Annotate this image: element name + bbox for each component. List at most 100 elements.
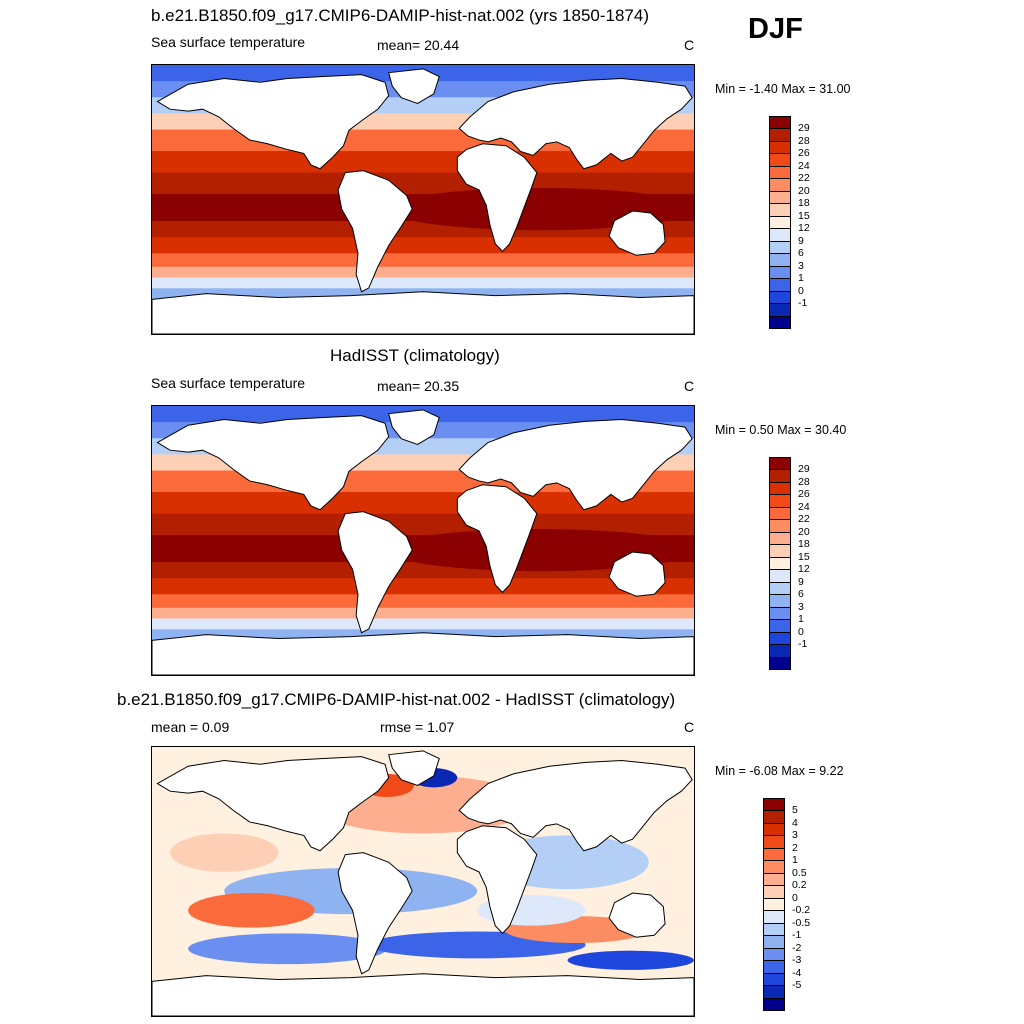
colorbar-swatch: [770, 632, 790, 646]
panel-3-mean-label: mean = 0.09: [151, 719, 230, 735]
colorbar-tick-label: 29: [798, 122, 810, 135]
colorbar-tick-label: 15: [798, 209, 810, 222]
colorbar-swatch: [764, 948, 784, 962]
colorbar-swatch: [764, 873, 784, 887]
panel-3-units-label: C: [684, 719, 695, 735]
colorbar-swatch: [770, 241, 790, 255]
colorbar-tick-label: 26: [798, 488, 810, 501]
landmass-outline: [389, 410, 440, 445]
difference-anomaly: [188, 893, 315, 928]
colorbar-swatch: [770, 507, 790, 521]
colorbar-tick-label: 5: [792, 804, 798, 817]
colorbar-swatch: [770, 179, 790, 192]
panel-1-colorbar: [769, 116, 791, 329]
colorbar-tick-label: 22: [798, 513, 810, 526]
panel-3-difference-map: [151, 746, 695, 1017]
panel-1-mean-label: mean= 20.44: [377, 37, 460, 53]
sst-band: [152, 492, 694, 515]
colorbar-tick-label: 0: [792, 891, 798, 904]
sst-band: [152, 277, 694, 289]
colorbar-tick-label: 1: [798, 613, 804, 626]
colorbar-swatch: [764, 886, 784, 899]
landmass-outline: [157, 416, 388, 510]
colorbar-swatch: [764, 799, 784, 812]
colorbar-swatch: [764, 986, 784, 999]
colorbar-swatch: [770, 470, 790, 483]
colorbar-tick-label: 3: [792, 829, 798, 842]
colorbar-swatch: [770, 532, 790, 546]
colorbar-swatch: [770, 129, 790, 142]
panel-1-sst-map: [151, 64, 695, 335]
colorbar-swatch: [770, 266, 790, 280]
colorbar-swatch: [764, 911, 784, 924]
colorbar-tick-label: 6: [798, 588, 804, 601]
colorbar-tick-label: 1: [792, 854, 798, 867]
panel-2-title: HadISST (climatology): [330, 346, 500, 365]
sst-band: [152, 237, 694, 254]
colorbar-tick-label: 28: [798, 134, 810, 147]
landmass-outline: [338, 171, 412, 292]
colorbar-tick-label: -3: [792, 954, 802, 967]
landmass-outline: [457, 826, 536, 934]
colorbar-tick-label: 28: [798, 475, 810, 488]
season-label: DJF: [748, 13, 803, 45]
panel-2-units-label: C: [684, 378, 695, 394]
colorbar-tick-label: -5: [792, 979, 802, 992]
colorbar-swatch: [764, 898, 784, 912]
colorbar-swatch: [770, 166, 790, 180]
colorbar-tick-label: 2: [792, 841, 798, 854]
panel-2-sst-map: [151, 405, 695, 676]
landmass-outline: [338, 512, 412, 633]
difference-anomaly: [188, 933, 387, 965]
colorbar-swatch: [764, 936, 784, 949]
map-canvas: [152, 406, 694, 675]
colorbar-swatch: [770, 304, 790, 317]
landmass-outline: [157, 757, 388, 851]
colorbar-swatch: [764, 861, 784, 874]
colorbar-swatch: [770, 117, 790, 130]
panel-1-units-label: C: [684, 37, 695, 53]
colorbar-swatch: [770, 316, 790, 328]
difference-anomaly: [567, 950, 694, 970]
landmass-outline: [609, 211, 665, 255]
sst-band: [152, 607, 694, 619]
colorbar-tick-label: 0: [798, 284, 804, 297]
landmass-outline: [152, 974, 694, 1016]
colorbar-swatch: [764, 961, 784, 974]
panel-2-variable-label: Sea surface temperature: [151, 375, 306, 391]
landmass-outline: [152, 633, 694, 675]
panel-3-title: b.e21.B1850.f09_g17.CMIP6-DAMIP-hist-nat…: [117, 690, 676, 709]
landmass-outline: [459, 78, 692, 168]
landmass-outline: [609, 893, 665, 937]
panel-1-title: b.e21.B1850.f09_g17.CMIP6-DAMIP-hist-nat…: [151, 6, 649, 25]
colorbar-swatch: [770, 154, 790, 167]
panel-3-rmse-label: rmse = 1.07: [380, 719, 455, 735]
panel-1-minmax-label: Min = -1.40 Max = 31.00: [715, 82, 851, 96]
colorbar-tick-label: 26: [798, 147, 810, 160]
colorbar-swatch: [770, 191, 790, 205]
colorbar-tick-label: 3: [798, 600, 804, 613]
sst-band: [152, 266, 694, 278]
colorbar-swatch: [770, 229, 790, 242]
colorbar-swatch: [764, 811, 784, 824]
colorbar-swatch: [770, 141, 790, 155]
colorbar-tick-label: 9: [798, 234, 804, 247]
sst-band: [152, 594, 694, 609]
colorbar-swatch: [764, 998, 784, 1010]
colorbar-swatch: [770, 495, 790, 508]
colorbar-tick-label: 3: [798, 259, 804, 272]
colorbar-tick-label: -2: [792, 941, 802, 954]
colorbar-tick-label: 6: [798, 247, 804, 260]
colorbar-swatch: [770, 204, 790, 217]
map-canvas: [152, 65, 694, 334]
colorbar-swatch: [770, 482, 790, 496]
colorbar-tick-label: -0.2: [792, 904, 811, 917]
colorbar-tick-label: 18: [798, 538, 810, 551]
colorbar-tick-label: 15: [798, 550, 810, 563]
colorbar-tick-label: -0.5: [792, 916, 811, 929]
colorbar-swatch: [764, 848, 784, 862]
colorbar-tick-label: 24: [798, 159, 810, 172]
colorbar-tick-label: 18: [798, 197, 810, 210]
colorbar-swatch: [770, 216, 790, 230]
colorbar-swatch: [764, 823, 784, 837]
